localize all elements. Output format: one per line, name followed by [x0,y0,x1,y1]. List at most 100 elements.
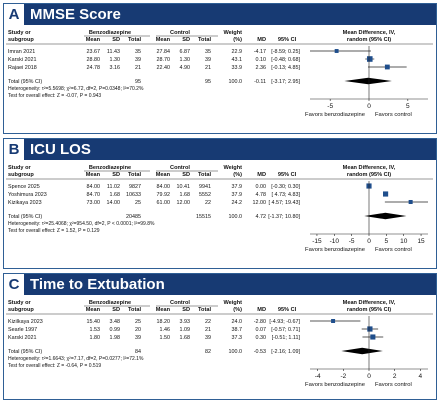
favors-right-label: Favors control [375,247,412,253]
x-tick-label: 5 [406,103,410,110]
study-ci: [-0.48; 0.68] [271,57,300,63]
header-subgroup: subgroup [8,37,34,43]
exp-total: 25 [135,319,141,325]
study-marker [331,319,336,323]
exp-mean: 15.40 [87,319,101,325]
exp-sd: 1.68 [110,192,121,198]
study-name: Rajaei 2018 [8,65,37,71]
study-weight: 43.1 [232,57,243,63]
x-tick-label: -5 [327,103,333,110]
x-tick-label: 15 [417,238,425,245]
header-weight: Weight [223,30,242,36]
study-ci: [ 4.57; 19.43] [269,200,301,206]
study-marker [384,64,390,70]
exp-total: 9827 [129,184,141,190]
ctrl-total: 5552 [199,192,211,198]
favors-right-label: Favors control [375,382,412,388]
overall-effect-text: Test for overall effect: Z = -0.64, P = … [8,363,101,369]
x-tick-label: 10 [400,238,408,245]
exp-sd: 11.43 [107,49,120,55]
header-ci: 95% CI [278,172,297,178]
study-name: Searle 1997 [8,327,37,333]
study-ci: [-0.51; 1.11] [272,335,301,341]
panel-header: A MMSE Score [4,4,436,25]
total-exp-n: 95 [135,79,141,85]
header-md: MD [257,37,266,43]
ctrl-sd: 4.90 [180,65,191,71]
study-weight: 37.3 [232,335,243,341]
header-study: Study or [8,30,32,36]
group-header-control: Control [170,300,190,306]
study-marker [366,56,373,62]
pooled-diamond [341,347,383,355]
header-subgroup: subgroup [8,307,34,313]
study-md: 0.00 [256,184,267,190]
study-weight: 24.0 [232,319,243,325]
study-ci: [-4.93; -0.67] [269,319,300,325]
ctrl-sd: 1.68 [180,192,191,198]
study-md: 0.07 [256,327,267,333]
header-subgroup: subgroup [8,172,34,178]
study-marker [408,199,413,205]
ctrl-total: 35 [205,49,211,55]
favors-left-label: Favors benzodiazepine [305,382,365,388]
total-ci: [-3.17; 2.95] [271,79,300,85]
exp-sd: 11.02 [107,184,120,190]
ctrl-sd: 3.93 [180,319,191,325]
x-tick-label: 2 [393,373,397,380]
study-name: Yoshimura 2023 [8,192,47,198]
total-ctrl-n: 82 [205,349,211,355]
study-name: Karski 2021 [8,57,36,63]
ctrl-sd: 1.30 [180,57,191,63]
panel-header: C Time to Extubation [4,274,436,295]
total-exp-n: 20485 [126,214,141,220]
study-ci: [ 4.73; 4.83] [272,192,301,198]
column-header-sd: SD [182,37,190,43]
header-ci: 95% CI [278,307,297,313]
study-ci: [-0.57; 0.71] [271,327,300,333]
ctrl-sd: 1.68 [180,335,191,341]
study-md: 12.00 [253,200,267,206]
study-md: 4.78 [256,192,267,198]
x-tick-label: 0 [367,103,371,110]
header-ci: 95% CI [278,37,297,43]
column-header-sd: SD [112,37,120,43]
exp-total: 10633 [126,192,141,198]
total-ctrl-n: 15515 [196,214,211,220]
exp-mean: 24.78 [87,65,101,71]
study-weight: 38.7 [232,327,243,333]
heterogeneity-text: Heterogeneity: τ²=5.5698; χ²=6.72, df=2,… [8,86,144,92]
study-md: 0.30 [256,335,267,341]
ctrl-total: 22 [205,200,211,206]
column-header-sd: SD [112,307,120,313]
column-header-mean: Mean [86,307,101,313]
exp-total: 25 [135,200,141,206]
study-name: Imran 2021 [8,49,35,55]
ctrl-sd: 6.87 [180,49,191,55]
x-tick-label: -5 [349,238,355,245]
column-header-mean: Mean [156,37,171,43]
study-ci: [-8.59; 0.25] [271,49,300,55]
ctrl-total: 22 [205,319,211,325]
column-header-total: Total [198,37,211,43]
header-weight: Weight [223,165,242,171]
study-marker [367,326,373,332]
exp-mean: 73.00 [87,200,101,206]
exp-mean: 23.67 [87,49,101,55]
ctrl-mean: 28.70 [157,57,171,63]
panel-title: ICU LOS [30,141,91,158]
total-label: Total (95% CI) [8,214,42,220]
panel-letter: B [4,139,24,160]
exp-mean: 84.70 [87,192,101,198]
overall-effect-text: Test for overall effect: Z = -0.07, P = … [8,93,101,99]
header-weight-unit: (%) [233,307,242,313]
total-ci: [-1.37; 10.80] [268,214,300,220]
column-header-mean: Mean [86,172,101,178]
total-ctrl-n: 95 [205,79,211,85]
pooled-diamond [364,212,407,220]
x-tick-label: 4 [418,373,422,380]
study-ci: [-0.30; 0.30] [271,184,300,190]
study-md: 2.36 [256,65,267,71]
